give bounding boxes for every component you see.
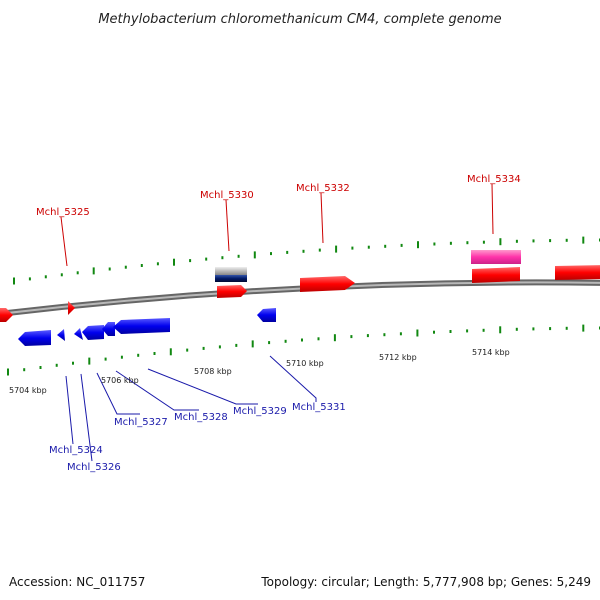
axis-label: 5714 kbp — [472, 348, 510, 357]
gene-arrow-mchl-5327[interactable] — [82, 325, 104, 340]
leader-mchl-5328 — [115, 370, 199, 411]
gene-arrow-mchl-5329[interactable] — [113, 318, 170, 334]
gene-label-mchl-5327[interactable]: Mchl_5327 — [114, 417, 168, 428]
gene-label-mchl-5325[interactable]: Mchl_5325 — [36, 207, 90, 218]
gene-arrow-mchl-5330[interactable] — [217, 285, 247, 298]
leader-mchl-5326 — [80, 373, 93, 462]
gene-arrow-reverse[interactable] — [57, 329, 65, 341]
gene-label-mchl-5328[interactable]: Mchl_5328 — [174, 412, 228, 423]
gene-arrow-mchl-5332[interactable] — [300, 276, 355, 292]
axis-ticks — [7, 236, 600, 376]
accession-text: Accession: NC_011757 — [9, 575, 145, 589]
gene-arrow-mchl-5324[interactable] — [18, 330, 51, 346]
axis-label: 5706 kbp — [101, 376, 139, 385]
reverse-strand-ticks — [7, 324, 600, 376]
leader-mchl-5331 — [269, 355, 317, 402]
forward-strand-genes — [0, 250, 600, 322]
leader-mchl-5330 — [225, 199, 230, 252]
gene-arrow-forward[interactable] — [472, 267, 520, 283]
forward-strand-ticks — [13, 236, 600, 285]
reverse-strand-genes — [18, 308, 276, 346]
gene-label-mchl-5326[interactable]: Mchl_5326 — [67, 462, 121, 473]
gene-label-mchl-5324[interactable]: Mchl_5324 — [49, 445, 103, 456]
gene-arrow-mchl-5326[interactable] — [74, 328, 83, 340]
gene-label-mchl-5334[interactable]: Mchl_5334 — [467, 174, 521, 185]
rna-gene-mchl-5334[interactable] — [471, 250, 521, 264]
map-title: Methylobacterium chloromethanicum CM4, c… — [98, 12, 501, 27]
gene-label-mchl-5332[interactable]: Mchl_5332 — [296, 183, 350, 194]
leader-mchl-5327 — [96, 372, 140, 415]
leader-mchl-5325 — [60, 216, 68, 267]
gene-label-mchl-5330[interactable]: Mchl_5330 — [200, 190, 254, 201]
axis-label: 5704 kbp — [9, 386, 47, 395]
gene-arrow-forward[interactable] — [555, 265, 600, 280]
genome-summary-text: Topology: circular; Length: 5,777,908 bp… — [260, 575, 591, 589]
axis-label: 5708 kbp — [194, 367, 232, 376]
gene-arrow-forward[interactable] — [0, 308, 13, 322]
gene-arrow-mchl-5331[interactable] — [257, 308, 276, 322]
gene-arrow-mchl-5328[interactable] — [102, 322, 115, 336]
leader-mchl-5334 — [491, 183, 494, 235]
axis-labels: 5704 kbp 5706 kbp 5708 kbp 5710 kbp 5712… — [9, 348, 510, 395]
gene-box-grey[interactable] — [215, 267, 247, 275]
gene-label-mchl-5331[interactable]: Mchl_5331 — [292, 402, 346, 413]
gene-label-leaders — [60, 183, 494, 462]
gene-labels: Mchl_5325 Mchl_5330 Mchl_5332 Mchl_5334 … — [36, 174, 521, 473]
leader-mchl-5324 — [65, 375, 74, 445]
axis-label: 5712 kbp — [379, 353, 417, 362]
axis-label: 5710 kbp — [286, 359, 324, 368]
leader-mchl-5329 — [147, 368, 258, 405]
gene-label-mchl-5329[interactable]: Mchl_5329 — [233, 406, 287, 417]
leader-mchl-5332 — [320, 192, 324, 244]
gene-box-navy[interactable] — [215, 275, 247, 282]
gene-arrow-mchl-5325[interactable] — [68, 301, 75, 315]
